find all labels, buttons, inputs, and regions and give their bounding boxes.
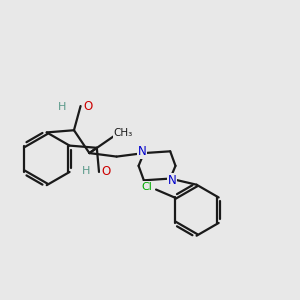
Text: N: N [138, 145, 146, 158]
Text: O: O [84, 100, 93, 112]
Text: H: H [58, 102, 66, 112]
Text: O: O [101, 166, 110, 178]
Text: N: N [168, 174, 176, 187]
Text: Cl: Cl [142, 182, 153, 192]
Text: H: H [82, 166, 90, 176]
Text: CH₃: CH₃ [114, 128, 133, 138]
